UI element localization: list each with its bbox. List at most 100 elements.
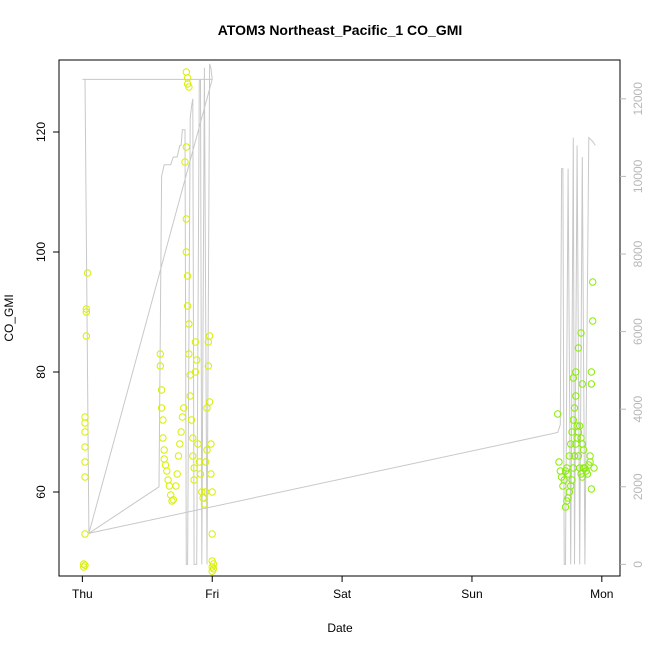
data-point	[196, 470, 205, 478]
data-point	[564, 470, 572, 478]
data-point	[160, 455, 168, 463]
data-point	[157, 386, 166, 394]
points-layer	[80, 68, 598, 575]
data-point	[80, 563, 88, 571]
data-point	[159, 434, 167, 442]
data-point	[572, 392, 580, 400]
data-point	[161, 461, 170, 469]
data-point	[182, 248, 191, 256]
data-point	[587, 368, 596, 376]
data-point	[168, 497, 176, 505]
data-point	[570, 452, 579, 460]
data-point	[191, 368, 200, 376]
data-point	[191, 338, 200, 346]
right-y-tick-label: 12000	[631, 82, 645, 116]
data-point	[590, 464, 598, 472]
data-point	[182, 68, 191, 76]
data-point	[82, 308, 91, 316]
data-point	[576, 422, 584, 430]
data-point	[209, 560, 218, 568]
data-point	[174, 452, 183, 460]
y-tick-label: 60	[34, 485, 48, 499]
x-axis: Thu Fri Sat Sun Mon	[72, 576, 613, 601]
x-tick-label: Sun	[461, 587, 482, 601]
data-point	[185, 83, 193, 91]
data-point	[82, 305, 91, 313]
right-y-tick-label: 6000	[631, 318, 645, 345]
data-point	[204, 362, 213, 370]
x-axis-label: Date	[327, 621, 353, 635]
data-point	[190, 476, 198, 484]
y-axis: 60 80 100 120	[34, 122, 59, 499]
data-point	[81, 419, 89, 427]
data-point	[587, 380, 596, 388]
right-y-tick-label: 4000	[631, 396, 645, 423]
data-point	[164, 476, 172, 484]
data-point	[183, 272, 192, 280]
data-point	[178, 413, 187, 421]
data-point	[209, 565, 218, 573]
data-point	[586, 452, 594, 460]
data-point	[205, 398, 214, 406]
data-point	[81, 413, 89, 421]
y-tick-label: 100	[34, 242, 48, 262]
data-point	[80, 560, 88, 568]
right-y-tick-label: 0	[631, 561, 645, 568]
data-point	[203, 404, 211, 412]
right-y-axis: 0 2000 4000 6000 8000 10000 12000	[620, 82, 645, 568]
x-tick-label: Fri	[205, 587, 219, 601]
data-point	[572, 368, 580, 376]
data-point	[589, 317, 597, 325]
data-point	[81, 458, 89, 466]
y-tick-label: 80	[34, 365, 48, 379]
data-point	[160, 446, 168, 454]
data-point	[182, 143, 191, 151]
data-point	[579, 446, 588, 454]
data-point	[193, 356, 201, 364]
data-point	[83, 269, 92, 277]
data-point	[190, 464, 198, 472]
data-point	[208, 530, 216, 538]
data-point	[81, 443, 89, 451]
data-point	[180, 404, 188, 412]
data-point	[574, 344, 583, 352]
data-point	[176, 440, 184, 448]
data-point	[559, 482, 567, 490]
data-point	[194, 440, 202, 448]
data-point	[569, 374, 577, 382]
data-point	[570, 404, 579, 412]
right-y-tick-label: 2000	[631, 473, 645, 500]
data-point	[177, 428, 185, 436]
data-point	[165, 482, 174, 490]
data-point	[589, 278, 597, 286]
data-point	[185, 350, 193, 358]
data-point	[202, 458, 210, 466]
x-tick-label: Mon	[590, 587, 613, 601]
data-point	[181, 158, 189, 166]
data-point	[183, 74, 192, 82]
data-point	[202, 488, 210, 496]
data-point	[567, 440, 575, 448]
data-point	[81, 428, 89, 436]
data-point	[189, 434, 197, 442]
data-point	[587, 485, 596, 493]
data-point	[182, 215, 191, 223]
data-point	[565, 452, 574, 460]
y-tick-label: 120	[34, 122, 48, 142]
data-point	[159, 416, 167, 424]
data-point	[81, 561, 89, 569]
data-point	[200, 500, 209, 508]
plot-frame	[58, 59, 621, 577]
altitude-line-layer	[82, 63, 596, 565]
data-point	[81, 473, 89, 481]
data-point	[569, 464, 577, 472]
x-tick-label: Sat	[333, 587, 352, 601]
data-point	[205, 332, 214, 340]
right-y-tick-label: 8000	[631, 240, 645, 267]
data-point	[169, 496, 178, 504]
data-point	[156, 362, 165, 370]
data-point	[568, 476, 576, 484]
data-point	[187, 416, 196, 424]
data-point	[574, 452, 583, 460]
